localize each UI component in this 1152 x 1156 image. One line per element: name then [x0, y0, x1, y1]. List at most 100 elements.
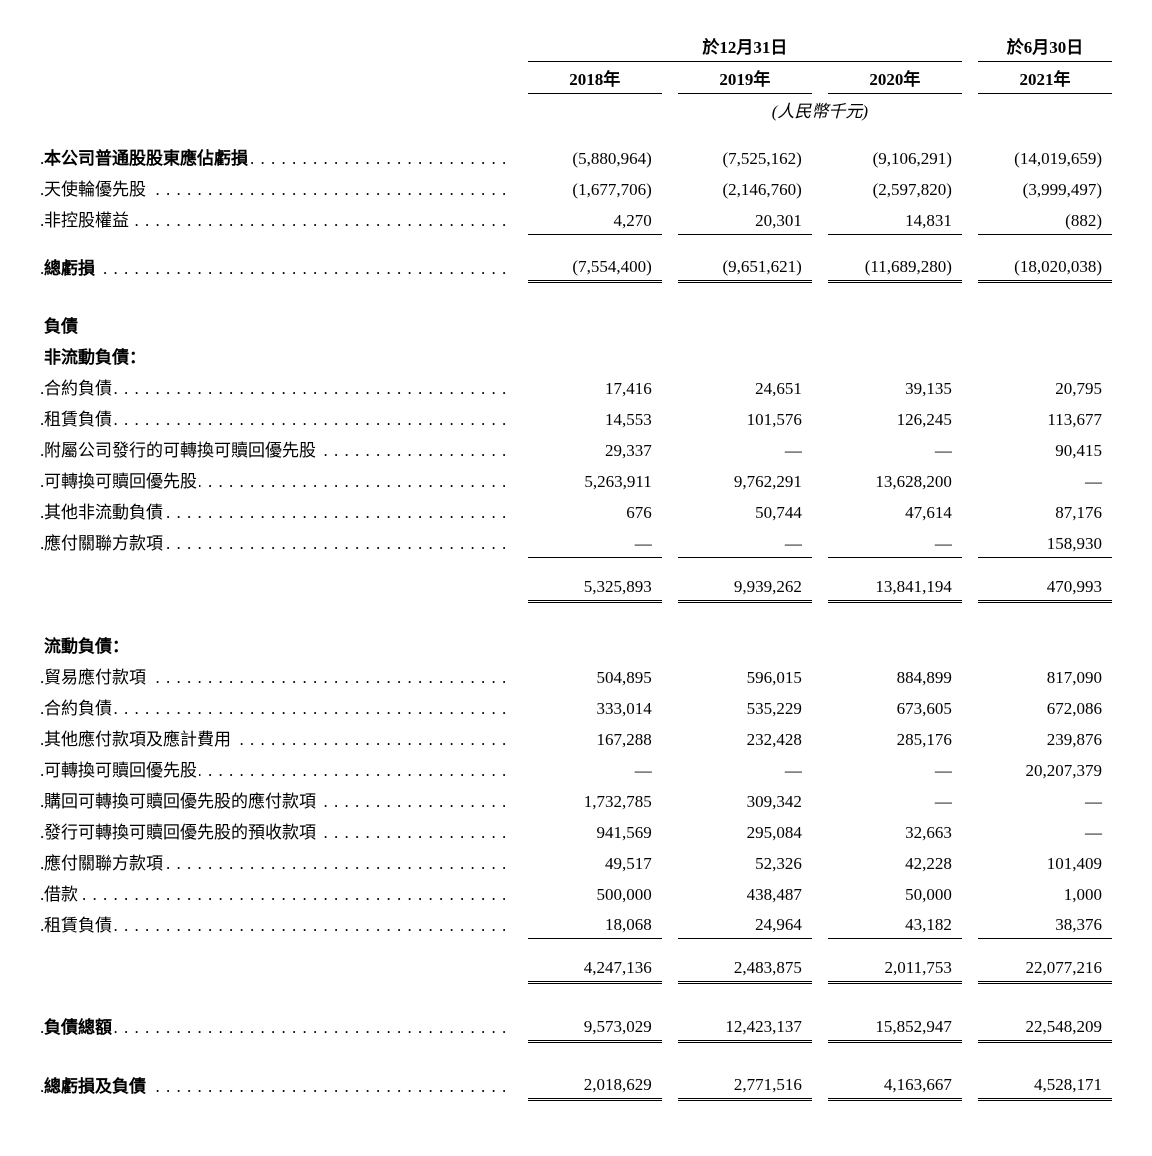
cell: 101,409 — [1047, 854, 1102, 873]
cell: 500,000 — [597, 885, 652, 904]
section-heading: 非流動負債： — [44, 348, 146, 367]
row-label: 總虧損及負債 — [44, 1077, 148, 1096]
cell: (2,146,760) — [723, 180, 802, 199]
cell: 941,569 — [597, 823, 652, 842]
row-label: 合約負債 — [44, 379, 114, 398]
cell: (1,677,706) — [572, 180, 651, 199]
cell: (9,651,621) — [723, 257, 802, 276]
table-row: 附屬公司發行的可轉換可贖回優先股29,337——90,415 — [40, 433, 1112, 464]
total-row: 總虧損 (7,554,400) (9,651,621) (11,689,280)… — [40, 251, 1112, 282]
cell: 32,663 — [905, 823, 952, 842]
cell: 113,677 — [1047, 410, 1102, 429]
table-row: 合約負債17,41624,65139,13520,795 — [40, 371, 1112, 402]
row-label: 附屬公司發行的可轉換可贖回優先股 — [44, 441, 318, 460]
year-0: 2018年 — [569, 70, 620, 89]
cell: 14,831 — [905, 211, 952, 230]
row-label: 可轉換可贖回優先股 — [44, 761, 199, 780]
cell: 672,086 — [1047, 699, 1102, 718]
row-label: 其他應付款項及應計費用 — [44, 730, 233, 749]
cell: 9,762,291 — [734, 472, 802, 491]
cell: 2,771,516 — [734, 1075, 802, 1094]
section-heading: 負債 — [44, 317, 78, 336]
cell: 309,342 — [747, 792, 802, 811]
cell: 49,517 — [605, 854, 652, 873]
row-label: 負債總額 — [44, 1018, 114, 1037]
cell: 12,423,137 — [725, 1017, 802, 1036]
table-row: 借款500,000438,48750,0001,000 — [40, 877, 1112, 908]
cell: — — [1085, 823, 1102, 842]
cell: — — [1085, 792, 1102, 811]
cell: 17,416 — [605, 379, 652, 398]
row-label: 借款 — [44, 885, 80, 904]
row-label: 總虧損 — [44, 259, 97, 278]
table-row: 可轉換可贖回優先股———20,207,379 — [40, 753, 1112, 784]
table-row: 租賃負債18,06824,96443,18238,376 — [40, 908, 1112, 939]
cell: 884,899 — [897, 668, 952, 687]
header-year-row: 2018年 2019年 2020年 2021年 — [40, 62, 1112, 94]
cell: — — [935, 792, 952, 811]
table-row: 發行可轉換可贖回優先股的預收款項 941,569 295,084 32,663 — — [40, 815, 1112, 846]
cell: (7,525,162) — [723, 149, 802, 168]
table-row: 購回可轉換可贖回優先股的應付款項1,732,785309,342—— — [40, 784, 1112, 815]
row-label: 天使輪優先股 — [44, 180, 148, 199]
table-row: 應付關聯方款項———158,930 — [40, 526, 1112, 557]
table-row: 非控股權益 4,270 20,301 14,831 (882) — [40, 203, 1112, 234]
cell: 50,744 — [755, 503, 802, 522]
cell: (18,020,038) — [1014, 257, 1102, 276]
cell: 20,207,379 — [1026, 761, 1103, 780]
row-label: 其他非流動負債 — [44, 503, 165, 522]
total-row: 負債總額 9,573,029 12,423,137 15,852,947 22,… — [40, 1010, 1112, 1041]
cell: 676 — [626, 503, 652, 522]
cell: 2,011,753 — [885, 958, 952, 977]
cell: 158,930 — [1047, 534, 1102, 553]
cell: (2,597,820) — [873, 180, 952, 199]
cell: 817,090 — [1047, 668, 1102, 687]
cell: 295,084 — [747, 823, 802, 842]
cell: (14,019,659) — [1014, 149, 1102, 168]
row-label: 發行可轉換可贖回優先股的預收款項 — [44, 823, 318, 842]
table-row: 合約負債333,014535,229673,605672,086 — [40, 691, 1112, 722]
row-label: 可轉換可贖回優先股 — [44, 472, 199, 491]
cell: 5,325,893 — [584, 577, 652, 596]
table-row: 應付關聯方款項49,51752,32642,228101,409 — [40, 846, 1112, 877]
total-row: 總虧損及負債 2,018,629 2,771,516 4,163,667 4,5… — [40, 1069, 1112, 1100]
cell: 20,795 — [1055, 379, 1102, 398]
cell: 42,228 — [905, 854, 952, 873]
row-label: 本公司普通股股東應佔虧損 — [44, 149, 250, 168]
table-row: 貿易應付款項504,895596,015884,899817,090 — [40, 660, 1112, 691]
subtotal-row: 4,247,1362,483,8752,011,75322,077,216 — [40, 955, 1112, 983]
table-row: 其他應付款項及應計費用167,288232,428285,176239,876 — [40, 722, 1112, 753]
cell: 43,182 — [905, 915, 952, 934]
cell: 13,841,194 — [875, 577, 952, 596]
cell: 4,247,136 — [584, 958, 652, 977]
table-row: 天使輪優先股 (1,677,706) (2,146,760) (2,597,82… — [40, 172, 1112, 203]
cell: — — [785, 761, 802, 780]
cell: 673,605 — [897, 699, 952, 718]
header-unit-row: (人民幣千元) — [40, 94, 1112, 126]
cell: 2,018,629 — [584, 1075, 652, 1094]
cell: 126,245 — [897, 410, 952, 429]
cell: (9,106,291) — [873, 149, 952, 168]
row-label: 應付關聯方款項 — [44, 534, 165, 553]
year-1: 2019年 — [719, 70, 770, 89]
table-row: 可轉換可贖回優先股5,263,9119,762,29113,628,200— — [40, 464, 1112, 495]
cell: 14,553 — [605, 410, 652, 429]
cell: 167,288 — [597, 730, 652, 749]
year-3: 2021年 — [1019, 70, 1070, 89]
period-2: 於6月30日 — [1007, 38, 1084, 57]
period-1: 於12月31日 — [702, 38, 787, 57]
cell: 87,176 — [1055, 503, 1102, 522]
section-heading-row: 負債 — [40, 309, 1112, 340]
row-label: 應付關聯方款項 — [44, 854, 165, 873]
cell: 9,939,262 — [734, 577, 802, 596]
cell: — — [785, 534, 802, 553]
row-label: 合約負債 — [44, 699, 114, 718]
cell: — — [935, 761, 952, 780]
cell: — — [1085, 472, 1102, 491]
cell: 4,270 — [614, 211, 652, 230]
cell: 333,014 — [597, 699, 652, 718]
cell: 90,415 — [1055, 441, 1102, 460]
cell: 50,000 — [905, 885, 952, 904]
financial-table: 於12月31日 於6月30日 2018年 2019年 2020年 2021年 (… — [40, 30, 1112, 1101]
cell: 9,573,029 — [584, 1017, 652, 1036]
